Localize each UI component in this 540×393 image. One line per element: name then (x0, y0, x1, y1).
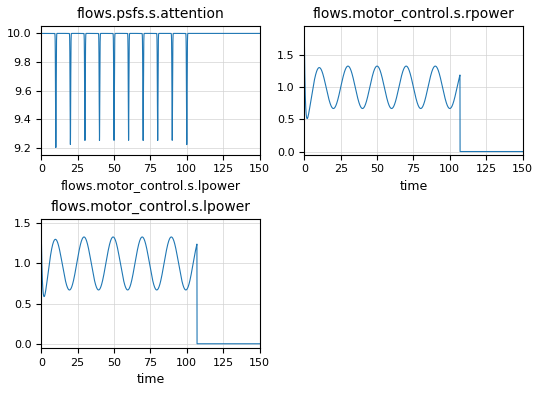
X-axis label: flows.motor_control.s.lpower: flows.motor_control.s.lpower (60, 180, 240, 193)
X-axis label: time: time (136, 373, 165, 386)
X-axis label: time: time (399, 180, 428, 193)
Title: flows.motor_control.s.rpower: flows.motor_control.s.rpower (313, 7, 515, 21)
Title: flows.psfs.s.attention: flows.psfs.s.attention (77, 7, 224, 21)
Title: flows.motor_control.s.lpower: flows.motor_control.s.lpower (50, 200, 251, 214)
